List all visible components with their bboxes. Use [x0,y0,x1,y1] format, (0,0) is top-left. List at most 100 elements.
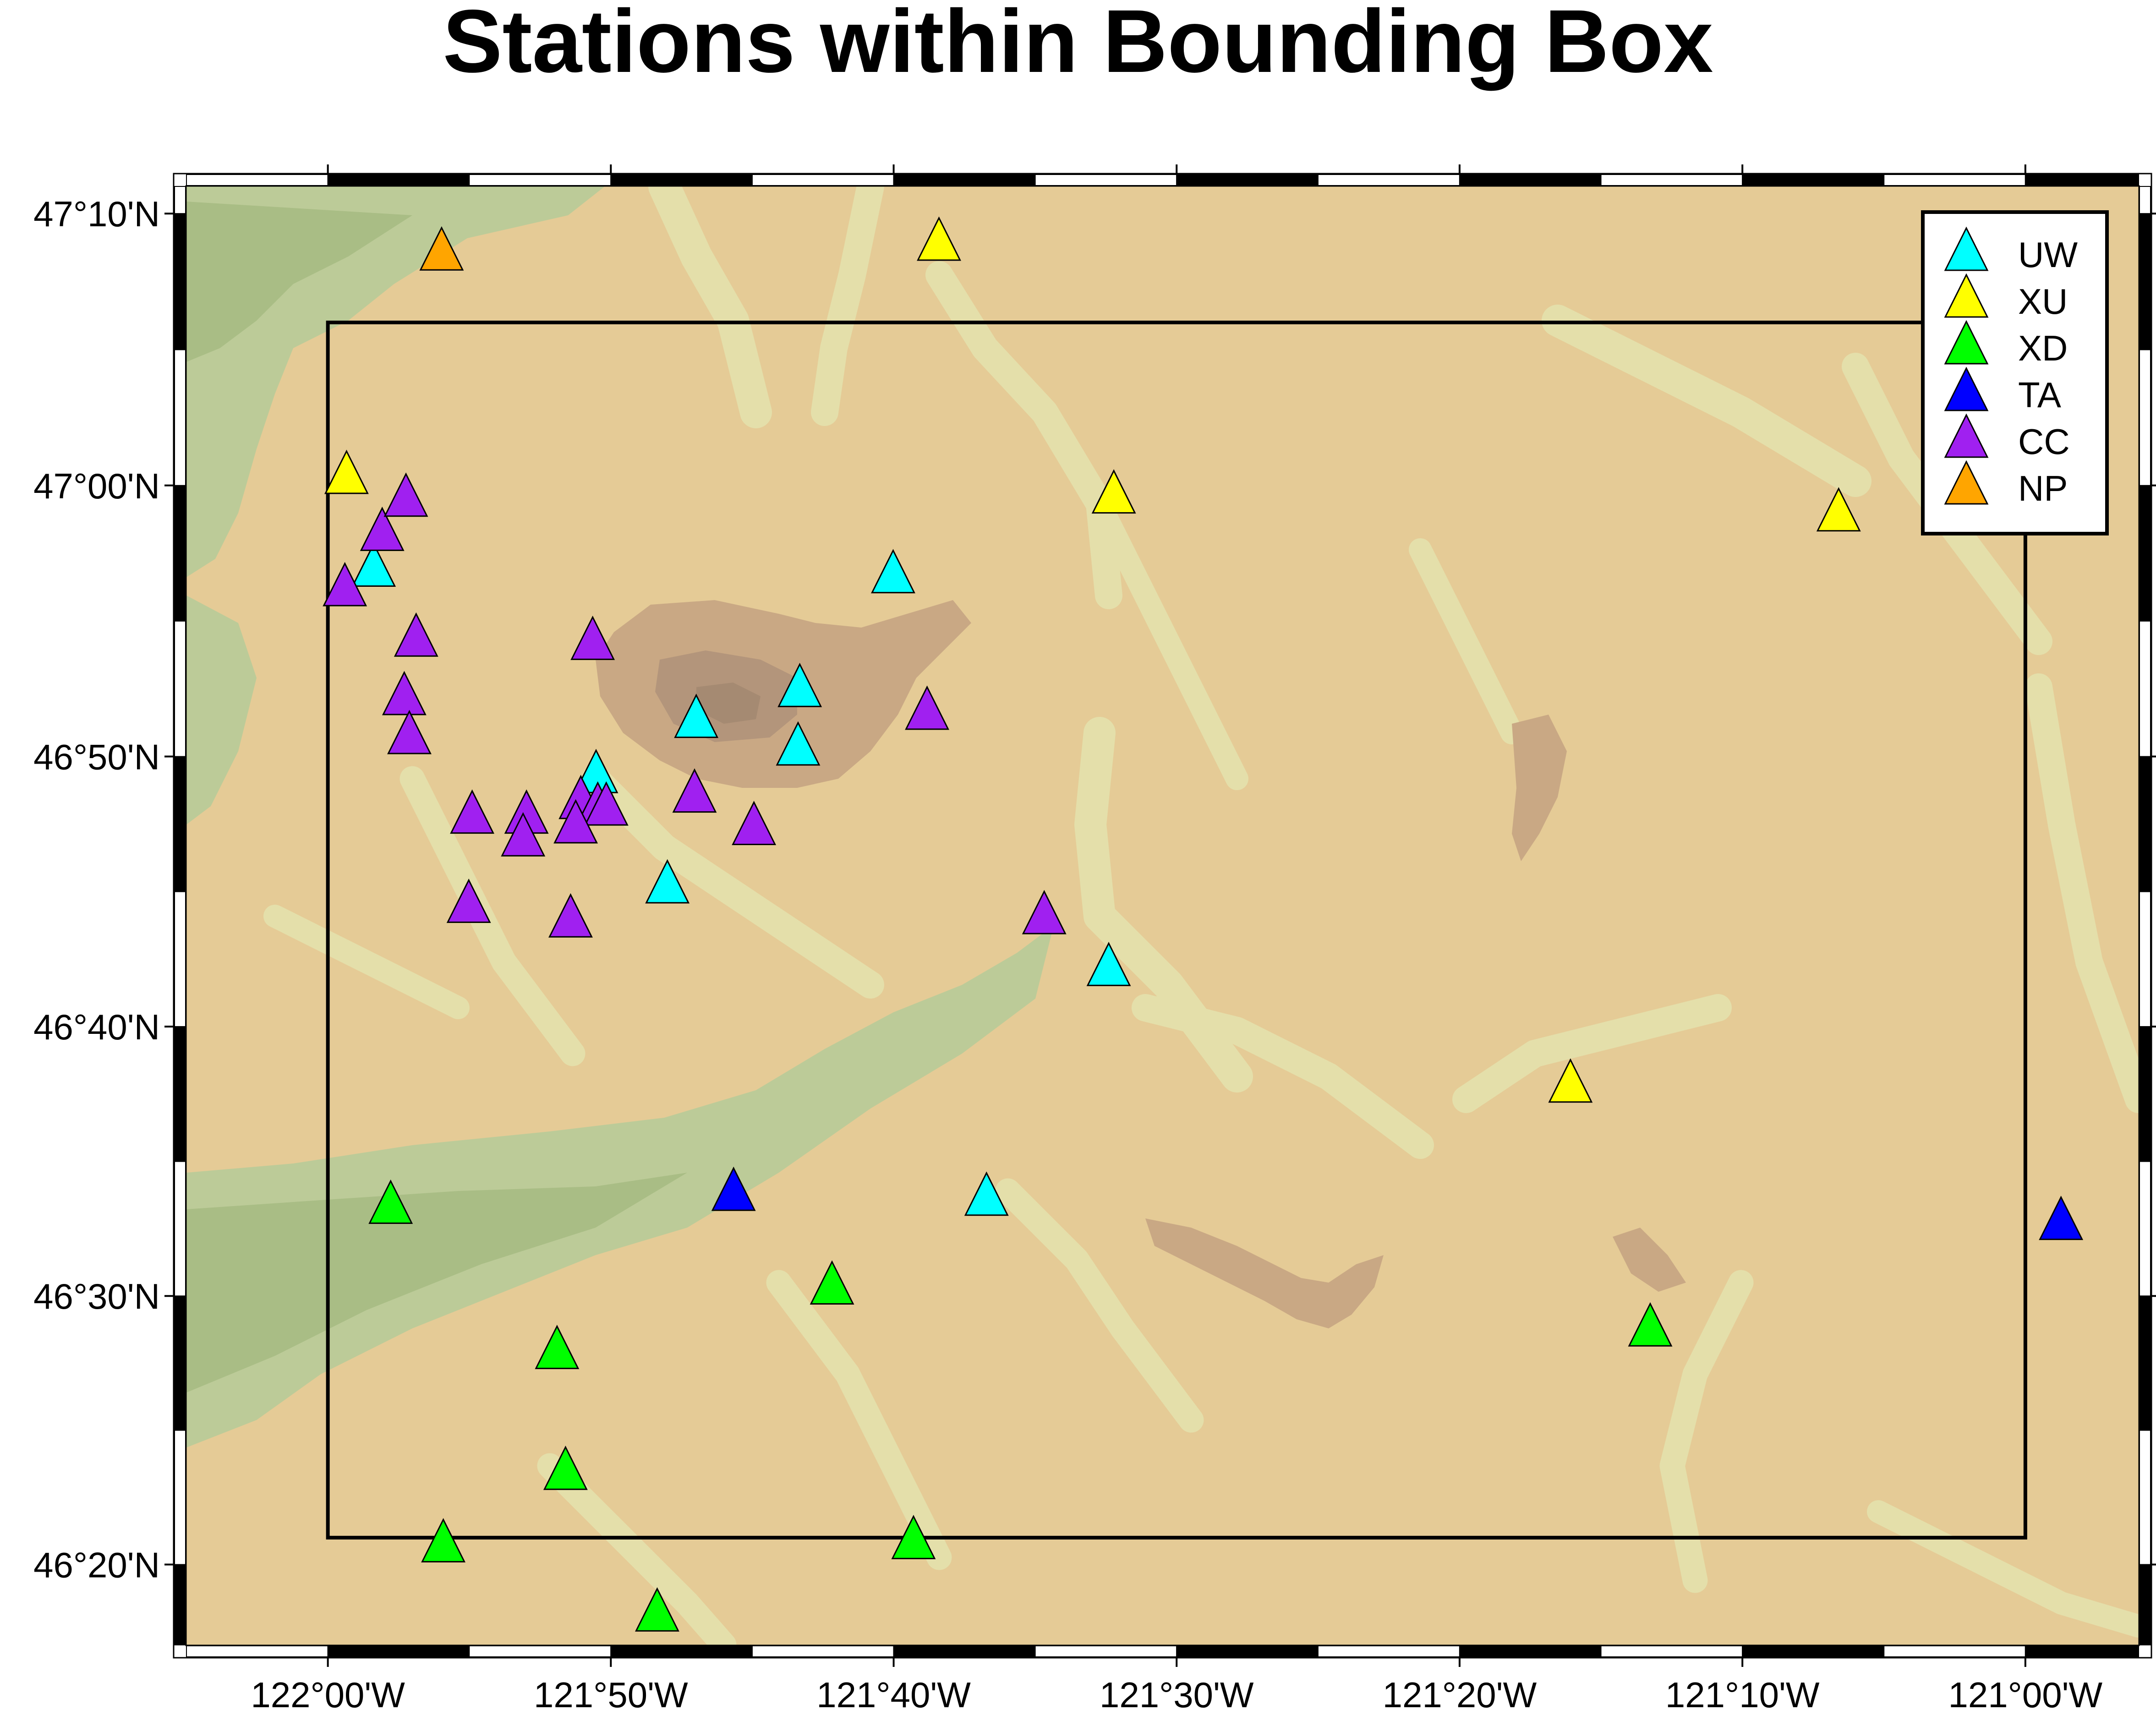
summit [696,683,761,724]
station-cc-triangle [387,710,432,754]
legend-label-np: NP [2018,468,2068,508]
frame-segment-bottom [2025,1645,2139,1657]
station-xd-triangle [421,1518,466,1562]
frame-segment-top [1317,174,1460,186]
frame-segment-top [1459,174,1602,186]
station-ta-triangle [711,1166,756,1211]
station-uw-triangle [964,1171,1009,1216]
legend-label-cc: CC [2018,421,2070,462]
legend-np-symbol [1944,460,1989,505]
x-tick-label: 121°50'W [534,1675,688,1715]
frame-segment-top [327,174,470,186]
frame-segment-left [174,1026,186,1162]
station-xd-triangle [891,1514,936,1559]
legend-xu-symbol [1944,273,1989,318]
station-ta-triangle [2039,1196,2084,1240]
station-np-triangle [419,226,464,271]
frame-segment-top [751,174,894,186]
frame-segment-bottom [1459,1645,1602,1657]
legend-cc-symbol [1944,413,1989,458]
station-cc-triangle [382,671,427,715]
southeast-high [1613,1228,1686,1292]
frame-segment-right [2139,485,2151,622]
station-uw-triangle [1086,941,1131,986]
legend-label-xu: XU [2018,281,2068,322]
station-xd-triangle [1628,1302,1673,1347]
frame-segment-right [2139,349,2151,486]
station-uw-triangle [674,694,719,738]
y-tick-label: 46°30'N [33,1276,160,1316]
frame-segment-top [2025,174,2139,186]
frame-segment-left [174,485,186,622]
frame-segment-bottom [1742,1645,1885,1657]
x-tick-label: 121°10'W [1665,1675,1820,1715]
station-cc-triangle [584,781,629,826]
frame-segment-bottom [751,1645,894,1657]
frame-segment-right [2139,1564,2151,1646]
frame-segment-right [2139,1161,2151,1297]
lowland-west [186,595,257,825]
station-xd-triangle [810,1260,854,1305]
frame-segment-bottom [186,1645,328,1657]
station-cc-triangle [905,685,950,730]
frame-segment-left [174,756,186,892]
frame-segment-top [610,174,753,186]
legend-label-uw: UW [2018,235,2078,275]
frame-segment-left [174,1161,186,1297]
legend-ta-symbol [1944,366,1989,411]
station-xu-triangle [1816,487,1861,532]
frame-segment-bottom [610,1645,753,1657]
station-xu-triangle [1548,1058,1593,1103]
frame-segment-top [1883,174,2026,186]
station-uw-triangle [776,721,821,766]
station-cc-triangle [672,768,717,813]
frame-segment-left [174,620,186,757]
station-cc-triangle [450,789,495,834]
legend-label-xd: XD [2018,328,2068,368]
station-markers [323,216,2084,1632]
map-frame [173,173,2152,1659]
station-cc-triangle [553,799,598,844]
x-tick-label: 121°00'W [1948,1675,2103,1715]
frame-segment-right [2139,1295,2151,1431]
station-xu-triangle [917,216,961,261]
goat-rocks-high [1145,1218,1384,1328]
station-uw-triangle [777,662,822,707]
station-xd-triangle [635,1587,679,1632]
frame-segment-right [2139,1430,2151,1565]
legend-label-ta: TA [2018,375,2061,415]
frame-segment-bottom [1317,1645,1460,1657]
station-xd-triangle [368,1179,413,1224]
y-tick-label: 46°50'N [33,737,160,777]
y-tick-label: 47°00'N [33,466,160,506]
frame-segment-top [893,174,1036,186]
station-cc-triangle [1022,890,1067,934]
frame-segment-left [174,186,186,214]
x-tick-label: 122°00'W [251,1675,405,1715]
station-uw-triangle [645,859,690,904]
y-tick-label: 46°40'N [33,1007,160,1047]
frame-segment-right [2139,213,2151,350]
station-uw-triangle [351,542,396,587]
x-axis: 122°00'W 121°50'W 121°40'W 121°30'W 121°20'W… [251,164,2103,1715]
frame-segment-top [1600,174,1743,186]
x-tick-label: 121°40'W [816,1675,971,1715]
frame-segment-left [174,891,186,1027]
station-cc-triangle [548,893,593,938]
station-xd-triangle [535,1325,580,1369]
station-cc-triangle [446,879,491,923]
lowland-northwest-dark [186,202,412,362]
frame-segment-bottom [1034,1645,1177,1657]
y-tick-label: 46°20'N [33,1545,160,1585]
frame-segment-bottom [469,1645,612,1657]
legend: UW XU XD TA CC NP [1921,210,2109,535]
frame-segment-right [2139,620,2151,757]
station-cc-triangle [570,615,615,660]
frame-segment-bottom [893,1645,1036,1657]
station-cc-triangle [732,801,777,845]
station-cc-triangle [501,812,546,857]
frame-segment-top [469,174,612,186]
frame-segment-right [2139,186,2151,214]
eastern-high [1512,715,1567,861]
frame-segment-top [1176,174,1319,186]
